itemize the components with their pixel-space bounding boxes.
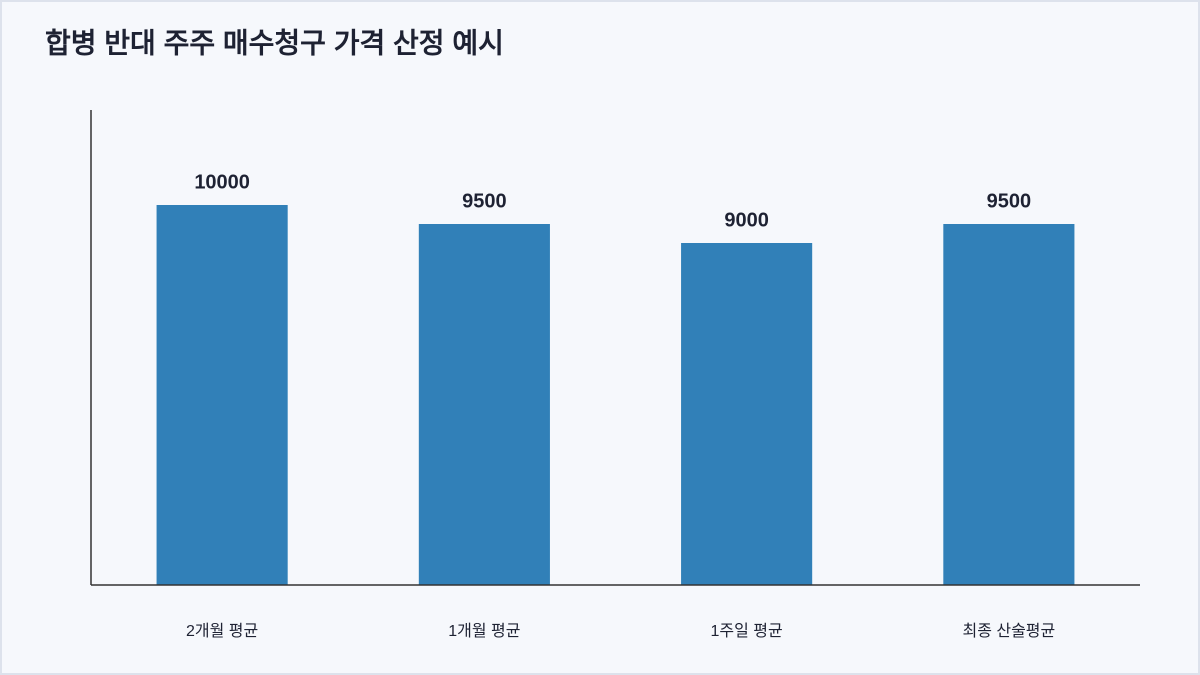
x-tick-label: 2개월 평균 xyxy=(186,622,258,640)
chart-title: 합병 반대 주주 매수청구 가격 산정 예시 xyxy=(45,27,504,58)
value-label: 9500 xyxy=(987,190,1032,212)
bar xyxy=(681,243,813,585)
bar xyxy=(156,205,288,585)
x-tick-label: 1주일 평균 xyxy=(711,622,783,640)
value-label: 9000 xyxy=(724,209,769,231)
value-label: 9500 xyxy=(462,190,507,212)
bar xyxy=(418,224,550,585)
value-label: 10000 xyxy=(194,171,250,193)
x-tick-label: 1개월 평균 xyxy=(448,622,520,640)
x-tick-label: 최종 산술평균 xyxy=(962,622,1055,640)
bar xyxy=(943,224,1075,585)
